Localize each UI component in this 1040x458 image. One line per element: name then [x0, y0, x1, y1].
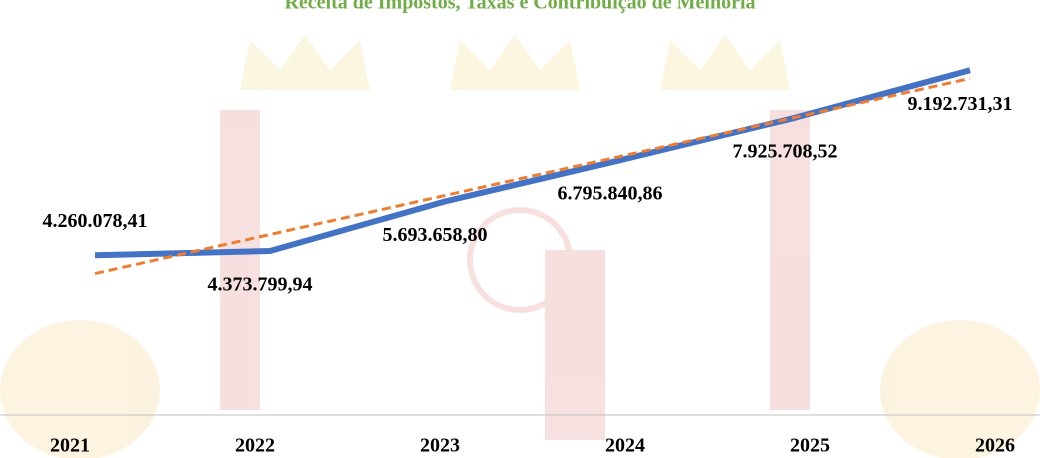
trendline	[94, 76, 971, 276]
x-tick-label: 2021	[50, 435, 90, 457]
watermark	[0, 35, 1040, 458]
data-label: 4.260.078,41	[43, 210, 148, 232]
x-tick-label: 2024	[605, 435, 645, 457]
x-tick-label: 2023	[420, 435, 460, 457]
data-label: 6.795.840,86	[558, 183, 663, 205]
x-tick-label: 2026	[975, 435, 1015, 457]
data-label: 4.373.799,94	[208, 274, 313, 296]
data-label: 7.925.708,52	[733, 140, 838, 162]
data-label: 9.192.731,31	[908, 93, 1013, 115]
x-tick-label: 2022	[235, 435, 275, 457]
x-tick-label: 2025	[790, 435, 830, 457]
data-label: 5.693.658,80	[383, 224, 488, 246]
chart-title: Receita de Impostos, Taxas e Contribuiçã…	[284, 0, 755, 14]
